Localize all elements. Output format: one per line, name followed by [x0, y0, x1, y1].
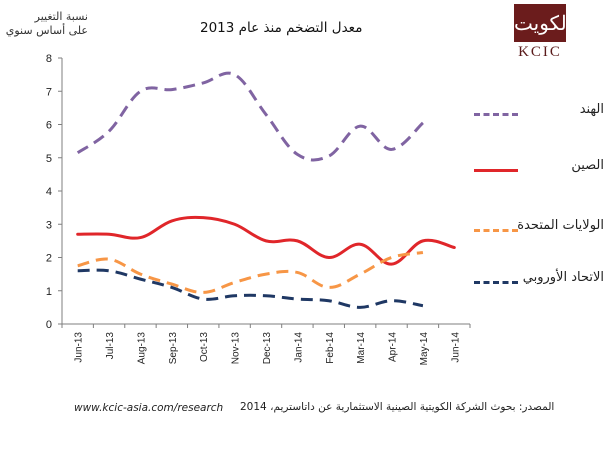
y-tick-label: 8 [46, 53, 52, 65]
y-axis-title-line2: على أساس سنوي [5, 24, 88, 37]
y-tick-label: 7 [46, 86, 52, 98]
kcic-logo: الكويت KCIC [510, 4, 571, 62]
x-tick-label: Jun-13 [74, 332, 85, 363]
legend-swatch [474, 113, 518, 116]
legend-swatch [474, 281, 518, 284]
series-line-usa [77, 251, 424, 294]
x-tick-label: Feb-14 [325, 332, 336, 364]
y-tick-label: 6 [46, 120, 52, 132]
source-note: المصدر: بحوث الشركة الكويتية الصينية الا… [240, 401, 555, 413]
chart-title: معدل التضخم منذ عام 2013 [200, 20, 363, 36]
legend-label: الولايات المتحدة [517, 218, 604, 233]
x-tick-label: Sep-13 [168, 332, 179, 365]
y-axis-title-line1: نسبة التغيير [34, 10, 88, 23]
y-tick-label: 4 [46, 186, 52, 198]
legend-swatch [474, 169, 518, 172]
x-tick-label: May-14 [419, 332, 430, 366]
legend-item-usa: الولايات المتحدة [470, 216, 610, 246]
x-tick-label: Jul-13 [105, 332, 116, 360]
y-tick-label: 2 [46, 253, 52, 265]
legend-label: الاتحاد الأوروبي [522, 270, 604, 285]
source-url: www.kcic-asia.com/research [74, 402, 224, 414]
y-axis-title: نسبة التغيير على أساس سنوي [4, 10, 88, 38]
x-tick-label: Apr-14 [388, 332, 399, 362]
y-tick-label: 0 [46, 319, 52, 331]
legend-item-china: الصين [470, 156, 610, 186]
y-tick-label: 5 [46, 153, 52, 165]
legend-label: الهند [579, 102, 604, 117]
x-tick-label: Mar-14 [356, 332, 367, 364]
series-line-china [76, 215, 456, 266]
y-tick-label: 1 [46, 286, 52, 298]
x-tick-label: Jun-14 [450, 332, 461, 363]
legend-label: الصين [571, 158, 604, 173]
x-tick-label: Oct-13 [199, 332, 210, 362]
x-tick-label: Nov-13 [231, 332, 242, 365]
x-tick-label: Aug-13 [136, 332, 147, 365]
x-tick-label: Jan-14 [293, 332, 304, 363]
legend-item-eu: الاتحاد الأوروبي [470, 268, 610, 298]
y-tick-label: 3 [46, 219, 52, 231]
series-line-eu [77, 268, 424, 309]
logo-text: KCIC [518, 44, 562, 60]
series-line-india [76, 71, 424, 162]
x-tick-label: Dec-13 [262, 332, 273, 365]
legend-item-india: الهند [470, 100, 610, 130]
logo-emblem: الكويت [514, 4, 571, 42]
legend-swatch [474, 229, 518, 232]
